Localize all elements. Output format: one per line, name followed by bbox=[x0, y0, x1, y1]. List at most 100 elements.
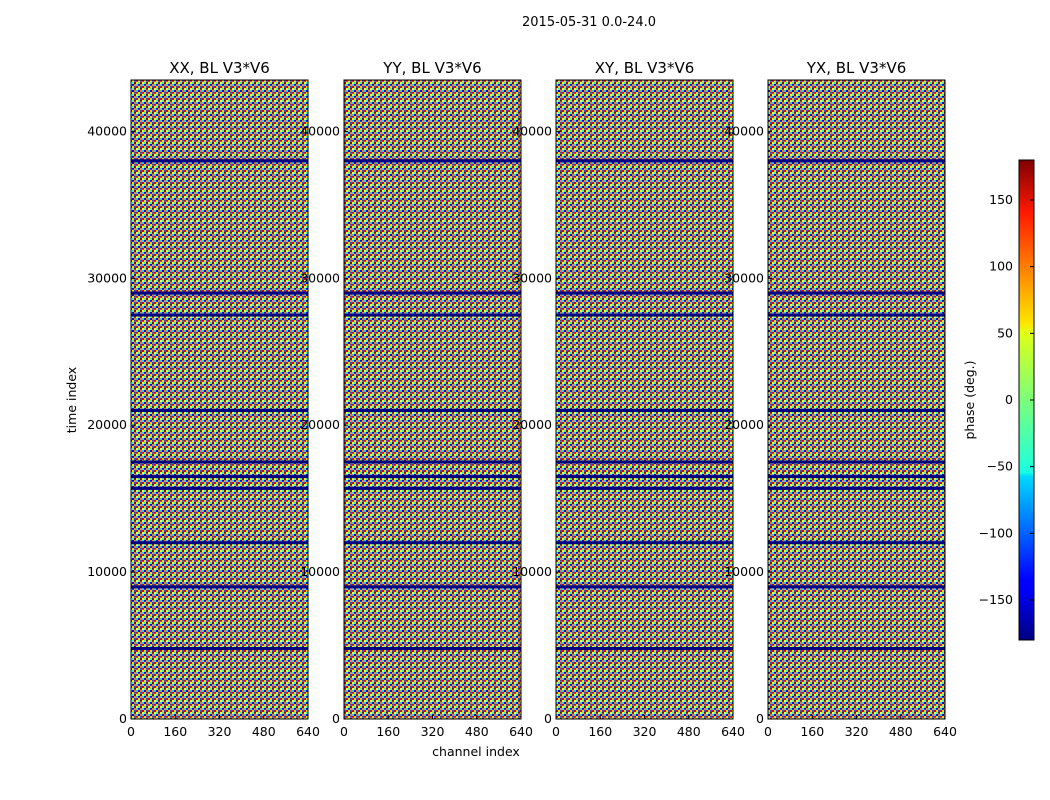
flagged-band bbox=[344, 486, 521, 490]
flagged-band bbox=[131, 541, 308, 545]
y-tick-label: 10000 bbox=[512, 564, 552, 579]
panel-title: XX, BL V3*V6 bbox=[169, 59, 270, 77]
flagged-band bbox=[556, 291, 733, 295]
y-tick-label: 0 bbox=[756, 711, 764, 726]
flagged-band bbox=[556, 585, 733, 589]
flagged-band bbox=[131, 313, 308, 317]
y-tick-label: 20000 bbox=[724, 417, 764, 432]
flagged-band bbox=[556, 409, 733, 413]
flagged-band bbox=[131, 409, 308, 413]
colorbar-tick-label: −100 bbox=[979, 525, 1013, 540]
x-tick-label: 160 bbox=[163, 724, 187, 739]
flagged-band bbox=[556, 646, 733, 650]
x-tick-label: 640 bbox=[509, 724, 533, 739]
flagged-band bbox=[131, 159, 308, 163]
colorbar-tick-label: 0 bbox=[1005, 392, 1013, 407]
x-tick-label: 0 bbox=[127, 724, 135, 739]
flagged-band bbox=[344, 159, 521, 163]
panel-title: YX, BL V3*V6 bbox=[806, 59, 907, 77]
flagged-band bbox=[768, 159, 945, 163]
x-tick-label: 160 bbox=[800, 724, 824, 739]
x-tick-label: 480 bbox=[889, 724, 913, 739]
y-tick-label: 30000 bbox=[724, 270, 764, 285]
flagged-band bbox=[768, 475, 945, 479]
flagged-band bbox=[344, 409, 521, 413]
flagged-band bbox=[768, 313, 945, 317]
flagged-band bbox=[344, 460, 521, 464]
flagged-band bbox=[344, 475, 521, 479]
colorbar-tick-label: 100 bbox=[989, 259, 1013, 274]
panel-2: YY, BL V3*V6 0 160 320 480 640 0 10000 20000 3000… bbox=[300, 59, 533, 739]
y-axis-label: time index bbox=[64, 367, 79, 433]
x-tick-label: 160 bbox=[376, 724, 400, 739]
flagged-band bbox=[768, 291, 945, 295]
flagged-band bbox=[556, 486, 733, 490]
panel-title: YY, BL V3*V6 bbox=[382, 59, 481, 77]
flagged-band bbox=[768, 486, 945, 490]
y-tick-label: 0 bbox=[332, 711, 340, 726]
flagged-band bbox=[768, 460, 945, 464]
x-tick-label: 480 bbox=[465, 724, 489, 739]
colorbar-tick-label: −50 bbox=[987, 459, 1013, 474]
x-tick-label: 0 bbox=[340, 724, 348, 739]
colorbar: 150 100 50 0 −50 −100 −150 phase (deg.) bbox=[962, 159, 1035, 641]
flagged-band bbox=[768, 646, 945, 650]
y-tick-label: 40000 bbox=[724, 123, 764, 138]
y-tick-label: 30000 bbox=[512, 270, 552, 285]
y-tick-label: 40000 bbox=[512, 123, 552, 138]
flagged-band bbox=[131, 585, 308, 589]
x-tick-label: 640 bbox=[721, 724, 745, 739]
flagged-band bbox=[556, 541, 733, 545]
heatmap-texture bbox=[344, 80, 521, 719]
flagged-band bbox=[131, 486, 308, 490]
colorbar-label: phase (deg.) bbox=[962, 361, 977, 440]
x-tick-label: 480 bbox=[252, 724, 276, 739]
y-tick-label: 20000 bbox=[512, 417, 552, 432]
flagged-band bbox=[344, 291, 521, 295]
flagged-band bbox=[768, 541, 945, 545]
x-tick-label: 480 bbox=[677, 724, 701, 739]
x-tick-label: 320 bbox=[208, 724, 232, 739]
flagged-band bbox=[556, 475, 733, 479]
x-tick-label: 320 bbox=[845, 724, 869, 739]
heatmap-texture bbox=[131, 80, 308, 719]
x-axis-label: channel index bbox=[432, 744, 520, 759]
colorbar-tick-label: −150 bbox=[979, 592, 1013, 607]
heatmap-texture bbox=[556, 80, 733, 719]
flagged-band bbox=[131, 291, 308, 295]
y-tick-label: 0 bbox=[544, 711, 552, 726]
y-tick-label: 0 bbox=[119, 711, 127, 726]
heatmap-texture bbox=[768, 80, 945, 719]
x-tick-label: 0 bbox=[552, 724, 560, 739]
flagged-band bbox=[556, 159, 733, 163]
y-tick-label: 10000 bbox=[724, 564, 764, 579]
flagged-band bbox=[131, 475, 308, 479]
colorbar-tick-label: 50 bbox=[997, 325, 1013, 340]
panel-3: XY, BL V3*V6 0 160 320 480 640 0 10000 20000 3000… bbox=[512, 59, 745, 739]
flagged-band bbox=[556, 313, 733, 317]
x-tick-label: 320 bbox=[421, 724, 445, 739]
flagged-band bbox=[344, 541, 521, 545]
y-tick-label: 10000 bbox=[87, 564, 127, 579]
y-tick-label: 30000 bbox=[300, 270, 340, 285]
flagged-band bbox=[768, 409, 945, 413]
colorbar-ticks: 150 100 50 0 −50 −100 −150 bbox=[979, 192, 1034, 607]
y-tick-label: 40000 bbox=[300, 123, 340, 138]
figure-suptitle: 2015-05-31 0.0-24.0 bbox=[522, 15, 656, 30]
panel-1: XX, BL V3*V6 0 160 320 480 640 0 10000 20000 3000… bbox=[87, 59, 320, 739]
y-tick-label: 10000 bbox=[300, 564, 340, 579]
y-tick-label: 20000 bbox=[300, 417, 340, 432]
flagged-band bbox=[768, 585, 945, 589]
flagged-band bbox=[131, 646, 308, 650]
x-tick-label: 640 bbox=[296, 724, 320, 739]
flagged-band bbox=[344, 313, 521, 317]
panel-title: XY, BL V3*V6 bbox=[595, 59, 695, 77]
panel-4: YX, BL V3*V6 0 160 320 480 640 0 10000 20000 3000… bbox=[724, 59, 957, 739]
x-tick-label: 160 bbox=[588, 724, 612, 739]
y-tick-label: 30000 bbox=[87, 270, 127, 285]
flagged-band bbox=[556, 460, 733, 464]
y-tick-label: 40000 bbox=[87, 123, 127, 138]
flagged-band bbox=[344, 646, 521, 650]
y-tick-label: 20000 bbox=[87, 417, 127, 432]
